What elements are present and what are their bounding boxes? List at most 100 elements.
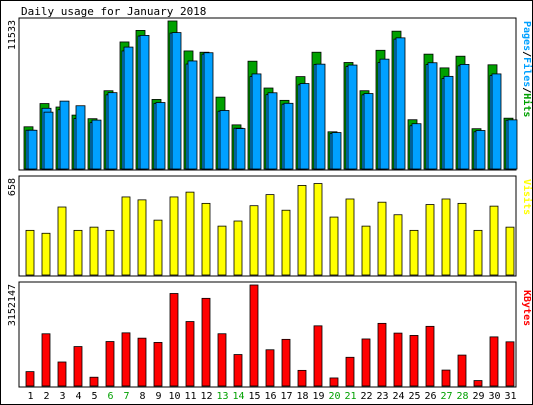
- bar-visits-day-16: [265, 194, 275, 276]
- bar-visits-day-11: [185, 191, 195, 276]
- bar-kbytes-day-22: [361, 338, 371, 387]
- bar-pages-day-12: [203, 52, 214, 170]
- x-tick-label-day-31: 31: [504, 391, 516, 402]
- x-tick-label-day-27: 27: [440, 391, 452, 402]
- x-tick-label-day-26: 26: [424, 391, 436, 402]
- bar-kbytes-day-16: [265, 349, 275, 387]
- bar-visits-day-19: [313, 183, 323, 276]
- bar-visits-day-8: [137, 199, 147, 276]
- side-label-kbytes: KBytes: [521, 290, 532, 326]
- bar-kbytes-day-13: [217, 333, 227, 387]
- bar-pages-day-14: [235, 128, 246, 170]
- bar-pages-day-26: [427, 62, 438, 170]
- bar-visits-day-23: [377, 201, 387, 276]
- bar-kbytes-day-28: [457, 354, 467, 387]
- bar-kbytes-day-8: [137, 337, 147, 387]
- side-label-hits-files-pages: Pages/Files/Hits: [521, 21, 532, 117]
- bar-kbytes-day-24: [393, 332, 403, 387]
- x-tick-label-day-18: 18: [296, 391, 308, 402]
- bar-visits-day-2: [41, 232, 51, 276]
- x-tick-label-day-2: 2: [43, 391, 49, 402]
- y-max-label-hits-files-pages: 11533: [7, 20, 18, 50]
- x-tick-label-day-7: 7: [123, 391, 129, 402]
- bar-kbytes-day-3: [57, 361, 67, 387]
- bar-kbytes-day-31: [505, 341, 515, 387]
- bar-kbytes-day-26: [425, 325, 435, 387]
- x-tick-label-day-6: 6: [107, 391, 113, 402]
- chart-title: Daily usage for January 2018: [21, 5, 206, 18]
- x-tick-label-day-4: 4: [75, 391, 81, 402]
- bar-pages-day-7: [123, 46, 134, 170]
- side-label-part: /: [521, 51, 532, 57]
- x-tick-label-day-11: 11: [184, 391, 196, 402]
- bar-pages-day-17: [283, 102, 294, 170]
- side-label-part: Hits: [521, 93, 532, 117]
- bar-kbytes-day-21: [345, 356, 355, 387]
- bar-pages-day-3: [59, 100, 70, 170]
- bar-pages-day-21: [347, 64, 358, 170]
- bar-visits-day-22: [361, 225, 371, 276]
- bar-kbytes-day-5: [89, 376, 99, 387]
- bar-pages-day-16: [267, 92, 278, 170]
- bar-kbytes-day-20: [329, 377, 339, 387]
- x-tick-label-day-30: 30: [488, 391, 500, 402]
- bar-pages-day-15: [251, 73, 262, 170]
- x-tick-label-day-25: 25: [408, 391, 420, 402]
- bar-visits-day-17: [281, 209, 291, 276]
- bar-kbytes-day-11: [185, 321, 195, 387]
- bar-visits-day-29: [473, 229, 483, 276]
- side-label-part: /: [521, 87, 532, 93]
- bar-kbytes-day-1: [25, 371, 35, 387]
- y-max-label-visits: 658: [7, 178, 18, 196]
- bar-pages-day-8: [139, 35, 150, 170]
- side-label-part: Visits: [521, 179, 532, 215]
- bar-pages-day-20: [331, 132, 342, 170]
- bar-visits-day-12: [201, 202, 211, 276]
- x-tick-label-day-8: 8: [139, 391, 145, 402]
- bar-kbytes-day-6: [105, 341, 115, 387]
- x-tick-label-day-14: 14: [232, 391, 244, 402]
- bar-kbytes-day-19: [313, 325, 323, 387]
- bar-kbytes-day-12: [201, 297, 211, 387]
- side-label-visits: Visits: [521, 179, 532, 215]
- bar-pages-day-28: [459, 64, 470, 170]
- bar-pages-day-4: [75, 105, 86, 170]
- x-tick-label-day-10: 10: [168, 391, 180, 402]
- bar-visits-day-30: [489, 205, 499, 276]
- bar-visits-day-28: [457, 202, 467, 276]
- x-tick-label-day-13: 13: [216, 391, 228, 402]
- bar-pages-day-25: [411, 123, 422, 170]
- x-tick-label-day-17: 17: [280, 391, 292, 402]
- bar-visits-day-9: [153, 219, 163, 276]
- bar-pages-day-9: [155, 102, 166, 170]
- bar-kbytes-day-23: [377, 322, 387, 387]
- bar-kbytes-day-18: [297, 369, 307, 387]
- bar-pages-day-18: [299, 83, 310, 170]
- y-max-label-kbytes: 3152147: [7, 284, 18, 326]
- bar-kbytes-day-17: [281, 338, 291, 387]
- bar-visits-day-4: [73, 229, 83, 276]
- bar-visits-day-1: [25, 229, 35, 276]
- bar-kbytes-day-29: [473, 380, 483, 387]
- x-tick-label-day-29: 29: [472, 391, 484, 402]
- bar-visits-day-7: [121, 196, 131, 276]
- x-tick-label-day-28: 28: [456, 391, 468, 402]
- x-tick-label-day-15: 15: [248, 391, 260, 402]
- bar-visits-day-26: [425, 204, 435, 276]
- side-label-part: Pages: [521, 21, 532, 51]
- bar-pages-day-22: [363, 93, 374, 170]
- bar-pages-day-24: [395, 37, 406, 170]
- bar-pages-day-5: [91, 119, 102, 170]
- bar-visits-day-20: [329, 216, 339, 276]
- side-label-part: Files: [521, 57, 532, 87]
- bar-kbytes-day-15: [249, 284, 259, 387]
- bar-visits-day-21: [345, 198, 355, 276]
- bar-pages-day-1: [27, 129, 38, 170]
- x-tick-label-day-22: 22: [360, 391, 372, 402]
- bar-kbytes-day-27: [441, 369, 451, 387]
- bar-visits-day-14: [233, 220, 243, 276]
- bar-kbytes-day-10: [169, 293, 179, 387]
- bar-visits-day-18: [297, 185, 307, 276]
- bar-visits-day-6: [105, 229, 115, 276]
